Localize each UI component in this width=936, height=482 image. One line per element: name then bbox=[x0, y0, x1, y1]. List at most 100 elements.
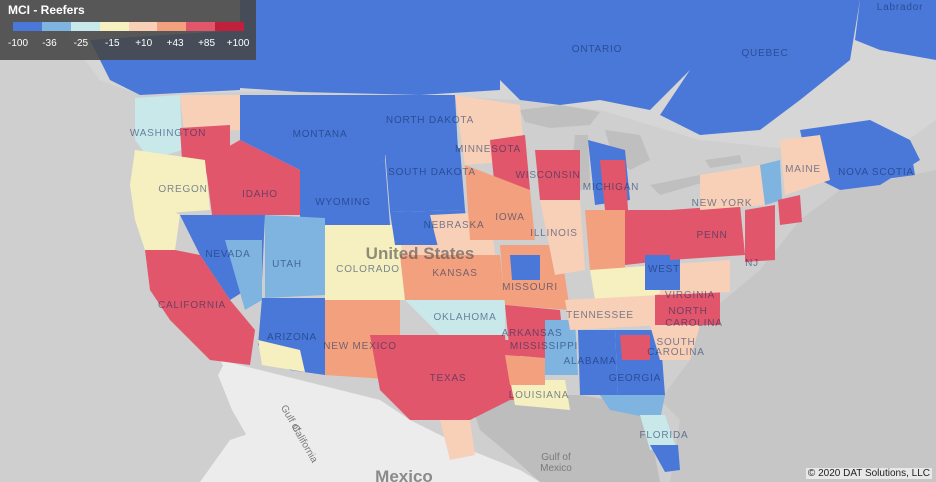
label-new-york: NEW YORK bbox=[692, 198, 753, 209]
lake-erie bbox=[650, 175, 705, 195]
region-oklahoma[interactable] bbox=[405, 300, 505, 335]
region-wyoming[interactable] bbox=[300, 160, 390, 225]
region-new-york[interactable] bbox=[700, 165, 765, 210]
region-ohio[interactable] bbox=[625, 210, 670, 265]
region-south-carolina[interactable] bbox=[650, 325, 700, 360]
legend-tick: +10 bbox=[135, 38, 153, 49]
label-north-carolina: NORTH bbox=[668, 306, 707, 317]
region-north-carolina[interactable] bbox=[655, 290, 720, 325]
label-nevada: NEVADA bbox=[205, 249, 250, 260]
region-nova-scotia[interactable] bbox=[830, 145, 915, 185]
region-north-dakota[interactable] bbox=[385, 95, 458, 155]
region-atlanta[interactable] bbox=[620, 335, 650, 360]
region-indiana[interactable] bbox=[585, 210, 625, 270]
region-west-canada[interactable] bbox=[240, 0, 500, 95]
gulf-of-mexico bbox=[470, 395, 660, 482]
atlantic-ocean bbox=[660, 170, 936, 482]
label-texas: TEXAS bbox=[430, 373, 467, 384]
region-pennsylvania[interactable] bbox=[670, 205, 745, 260]
legend-color-bar bbox=[13, 22, 244, 31]
region-florida-north[interactable] bbox=[600, 395, 665, 420]
region-florida-south[interactable] bbox=[650, 445, 680, 472]
label-tennessee: TENNESSEE bbox=[566, 310, 634, 321]
label-michigan: MICHIGAN bbox=[583, 182, 639, 193]
region-iowa[interactable] bbox=[465, 165, 535, 240]
label-gulf-of-mexico-2: Mexico bbox=[540, 463, 572, 474]
label-virginia: VIRGINIA bbox=[665, 290, 715, 301]
region-texas-central[interactable] bbox=[440, 335, 510, 420]
label-gulf-of-mexico-1: Gulf of bbox=[541, 452, 571, 463]
region-quebec[interactable] bbox=[660, 0, 860, 135]
region-california[interactable] bbox=[145, 250, 255, 365]
label-ontario: ONTARIO bbox=[572, 44, 622, 55]
legend-swatch bbox=[41, 22, 71, 31]
region-west-virginia[interactable] bbox=[645, 255, 680, 290]
label-washington: WASHINGTON bbox=[130, 128, 206, 139]
region-tennessee[interactable] bbox=[565, 295, 660, 330]
region-kansas-city[interactable] bbox=[510, 255, 540, 280]
region-arizona-south[interactable] bbox=[258, 340, 305, 372]
region-vermont[interactable] bbox=[760, 160, 782, 205]
label-montana: MONTANA bbox=[293, 129, 348, 140]
label-minnesota: MINNESOTA bbox=[455, 144, 521, 155]
region-illinois[interactable] bbox=[540, 200, 585, 275]
legend-swatch bbox=[13, 22, 42, 31]
label-new-mexico: NEW MEXICO bbox=[323, 341, 397, 352]
label-pennsylvania: PENN bbox=[697, 230, 728, 241]
legend-tick: -100 bbox=[7, 38, 29, 49]
region-michigan-east[interactable] bbox=[600, 160, 628, 210]
lake-superior bbox=[520, 105, 600, 128]
label-nj: NJ bbox=[745, 258, 759, 269]
label-alabama: ALABAMA bbox=[564, 356, 617, 367]
label-nova-scotia: NOVA SCOTIA bbox=[838, 167, 914, 178]
region-washington-west[interactable] bbox=[135, 95, 182, 160]
region-texas-west[interactable] bbox=[370, 335, 440, 420]
region-idaho[interactable] bbox=[205, 140, 300, 215]
region-louisiana-north[interactable] bbox=[505, 355, 545, 385]
label-florida: FLORIDA bbox=[640, 430, 689, 441]
region-alabama[interactable] bbox=[578, 330, 618, 395]
copyright-credit: © 2020 DAT Solutions, LLC bbox=[805, 468, 932, 479]
legend-swatch bbox=[186, 22, 216, 31]
region-minnesota-east[interactable] bbox=[490, 135, 530, 190]
region-wisconsin[interactable] bbox=[535, 150, 580, 200]
region-massachusetts[interactable] bbox=[778, 195, 802, 225]
label-north-dakota: NORTH DAKOTA bbox=[386, 115, 474, 126]
region-maine[interactable] bbox=[780, 135, 830, 195]
label-south-dakota: SOUTH DAKOTA bbox=[388, 167, 476, 178]
region-mississippi[interactable] bbox=[545, 320, 578, 375]
legend-swatch bbox=[157, 22, 187, 31]
legend-swatch bbox=[70, 22, 100, 31]
legend-tick: -36 bbox=[42, 38, 57, 49]
legend-tick: +100 bbox=[226, 38, 250, 49]
label-united-states: United States bbox=[366, 244, 475, 263]
label-maine: MAINE bbox=[785, 164, 821, 175]
region-nevada-south[interactable] bbox=[225, 240, 262, 310]
label-quebec: QUEBEC bbox=[741, 48, 788, 59]
label-south-carolina: SOUTH bbox=[657, 337, 696, 348]
lake-huron bbox=[605, 130, 650, 170]
label-oregon: OREGON bbox=[158, 184, 207, 195]
label-wisconsin: WISCONSIN bbox=[516, 170, 581, 181]
legend-panel: MCI - Reefers -100 -36 -25 -15 +10 +43 +85 +100 bbox=[0, 0, 256, 60]
region-montana[interactable] bbox=[240, 95, 385, 170]
label-mexico: Mexico bbox=[375, 467, 433, 482]
region-utah[interactable] bbox=[265, 215, 325, 298]
region-ontario[interactable] bbox=[500, 0, 700, 110]
region-south-dakota[interactable] bbox=[385, 148, 465, 212]
region-louisiana[interactable] bbox=[510, 380, 570, 410]
label-louisiana: LOUISIANA bbox=[509, 390, 570, 401]
region-nyc[interactable] bbox=[745, 205, 775, 262]
region-kentucky[interactable] bbox=[590, 265, 660, 300]
label-arkansas: ARKANSAS bbox=[502, 328, 563, 339]
region-kansas[interactable] bbox=[400, 255, 505, 300]
region-texas-south[interactable] bbox=[440, 420, 475, 460]
label-colorado: COLORADO bbox=[336, 264, 400, 275]
label-idaho: IDAHO bbox=[242, 189, 278, 200]
region-labrador[interactable] bbox=[855, 0, 936, 60]
region-colorado[interactable] bbox=[325, 225, 405, 300]
label-nebraska: NEBRASKA bbox=[424, 220, 485, 231]
region-california-north[interactable] bbox=[130, 185, 180, 250]
region-florida-central[interactable] bbox=[640, 415, 675, 450]
